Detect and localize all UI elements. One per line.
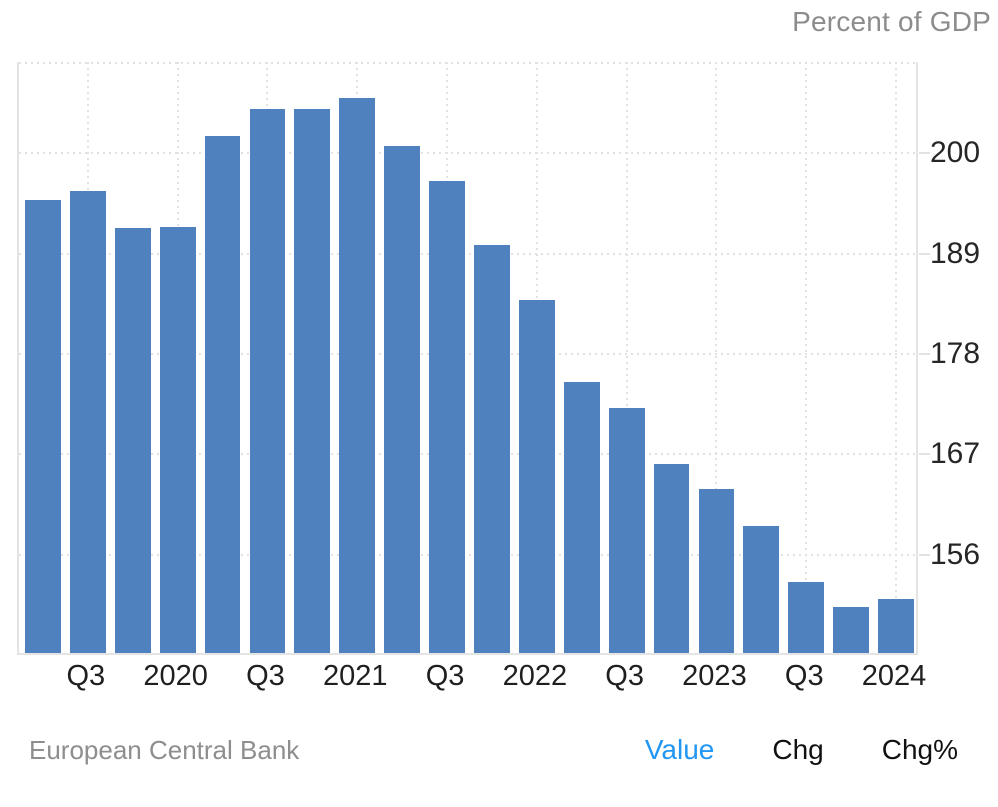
bar-2022-Q4[interactable]	[653, 464, 690, 653]
gridline-vertical	[895, 62, 898, 653]
x-axis-tick-label: Q3	[246, 660, 285, 692]
bar-2024-Q1[interactable]	[878, 599, 914, 653]
y-axis-tick-label: 178	[930, 336, 981, 370]
y-axis-tick	[919, 453, 930, 456]
bar-2023-Q3[interactable]	[788, 581, 825, 653]
bar-2019-Q4[interactable]	[114, 227, 151, 653]
gridline-horizontal	[19, 553, 916, 556]
mode-chg-link[interactable]: Chg	[772, 734, 824, 765]
bar-2020-Q3[interactable]	[249, 109, 286, 653]
y-axis-tick-label: 167	[930, 437, 981, 471]
y-axis-tick	[919, 553, 930, 556]
source-attribution: European Central Bank	[29, 735, 300, 765]
gridline-vertical	[805, 62, 808, 653]
chart-mode-toggle: Value Chg Chg%	[643, 731, 960, 769]
plot-top-border	[19, 62, 916, 64]
bar-2020-Q1[interactable]	[159, 226, 196, 653]
bar-2023-Q1[interactable]	[698, 488, 735, 653]
gridline-horizontal	[19, 152, 916, 155]
bar-2022-Q3[interactable]	[608, 407, 645, 653]
bar-2021-Q1[interactable]	[339, 98, 376, 653]
bar-2020-Q4[interactable]	[294, 109, 331, 653]
bar-2022-Q1[interactable]	[518, 299, 555, 653]
gridline-horizontal	[19, 453, 916, 456]
bar-2021-Q2[interactable]	[384, 145, 421, 653]
mode-value-link[interactable]: Value	[644, 734, 715, 765]
y-axis-tick	[919, 252, 930, 255]
bar-2023-Q2[interactable]	[743, 526, 780, 653]
x-axis-tick-label: 2021	[322, 660, 388, 692]
footer: European Central Bank Value Chg Chg%	[0, 731, 998, 771]
x-axis-tick-label: 2023	[682, 660, 747, 692]
bar-2021-Q4[interactable]	[474, 245, 510, 653]
gridline-horizontal	[19, 252, 916, 255]
bar-2020-Q2[interactable]	[204, 135, 241, 653]
gridline-horizontal	[19, 352, 916, 355]
bar-2023-Q4[interactable]	[833, 607, 870, 653]
x-axis-tick-label: Q3	[784, 660, 824, 692]
y-axis-tick-label: 200	[930, 136, 981, 170]
x-axis-tick-label: 2020	[143, 660, 208, 692]
y-axis-tick	[919, 352, 930, 355]
x-axis-tick-label: 2024	[861, 660, 927, 692]
y-axis-unit-label: Percent of GDP	[792, 6, 991, 37]
y-axis-tick	[919, 152, 930, 155]
bar-2022-Q2[interactable]	[563, 382, 600, 653]
mode-chgpct-link[interactable]: Chg%	[881, 734, 958, 765]
bar-2019-Q2[interactable]	[25, 199, 61, 653]
x-axis-tick-label: Q3	[605, 660, 644, 692]
y-axis-tick-label: 156	[930, 537, 981, 571]
gridline-vertical	[715, 62, 718, 653]
x-axis-tick-label: Q3	[425, 660, 465, 692]
x-axis-tick-label: 2022	[502, 660, 568, 692]
gridline-vertical	[625, 62, 628, 653]
y-axis-tick-label: 189	[930, 236, 981, 270]
bar-2021-Q3[interactable]	[429, 181, 465, 653]
bar-2019-Q3[interactable]	[69, 191, 106, 653]
x-axis-tick-label: Q3	[66, 660, 106, 692]
plot-area	[17, 62, 918, 655]
